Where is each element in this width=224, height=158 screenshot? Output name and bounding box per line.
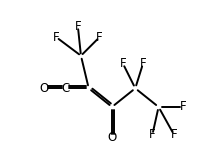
Text: C: C <box>61 82 70 95</box>
Text: F: F <box>140 57 146 70</box>
Text: F: F <box>171 128 177 141</box>
Text: F: F <box>53 31 59 44</box>
Text: O: O <box>39 82 48 95</box>
Text: F: F <box>75 20 81 33</box>
Text: F: F <box>180 100 187 113</box>
Text: F: F <box>96 31 103 44</box>
Text: O: O <box>107 131 117 144</box>
Text: F: F <box>149 128 156 141</box>
Text: F: F <box>120 57 126 70</box>
